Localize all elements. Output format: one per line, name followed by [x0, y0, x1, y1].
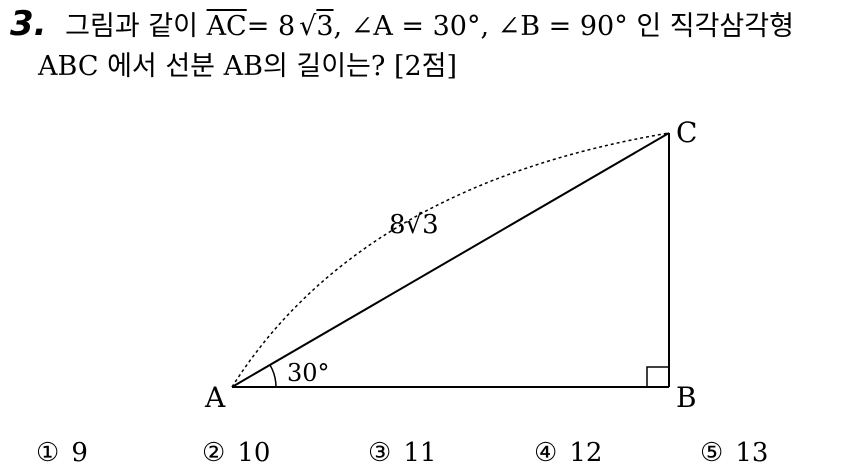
question-line-2: ABC 에서 선분 AB의 길이는? [2점]	[38, 51, 458, 82]
sqrt-symbol: √	[299, 11, 317, 42]
choice-1-mark: ①	[36, 438, 60, 468]
choice-4-mark: ④	[534, 438, 558, 468]
choice-4[interactable]: ④ 12	[534, 438, 602, 468]
dotted-arc	[231, 132, 670, 388]
angle-a-label: 30°	[287, 359, 330, 387]
vertex-c-label: C	[676, 116, 697, 149]
vertex-a-label: A	[204, 381, 226, 414]
choice-3-value: 11	[403, 438, 437, 468]
choice-3[interactable]: ③ 11	[368, 438, 436, 468]
choice-2-value: 10	[237, 438, 271, 468]
sqrt-radicand: 3	[316, 11, 334, 42]
question-text-part-2: , ∠A = 30°, ∠B = 90° 인 직각삼각형	[333, 11, 794, 42]
choice-1-value: 9	[71, 438, 88, 468]
choice-2-mark: ②	[202, 438, 226, 468]
angle-arc	[269, 364, 277, 388]
right-angle-mark	[646, 366, 669, 387]
vertex-b-label: B	[676, 381, 697, 414]
choice-2[interactable]: ② 10	[202, 438, 270, 468]
length-value: = 8	[246, 11, 296, 42]
question-text: 3. 그림과 같이 AC= 8 √3, ∠A = 30°, ∠B = 90° 인 …	[10, 4, 840, 87]
question-text-part-1: 그림과 같이	[65, 11, 198, 42]
choice-5[interactable]: ⑤ 13	[700, 438, 768, 468]
choice-5-mark: ⑤	[700, 438, 724, 468]
segment-ac-label: AC	[206, 11, 247, 42]
choice-3-mark: ③	[368, 438, 392, 468]
question-line-1: 3. 그림과 같이 AC= 8 √3, ∠A = 30°, ∠B = 90° 인 …	[10, 4, 840, 47]
choice-4-value: 12	[569, 438, 603, 468]
choice-5-value: 13	[735, 438, 769, 468]
question-number: 3.	[10, 4, 47, 44]
side-ac	[231, 132, 670, 388]
hypotenuse-length-label: 8√3	[389, 210, 439, 240]
